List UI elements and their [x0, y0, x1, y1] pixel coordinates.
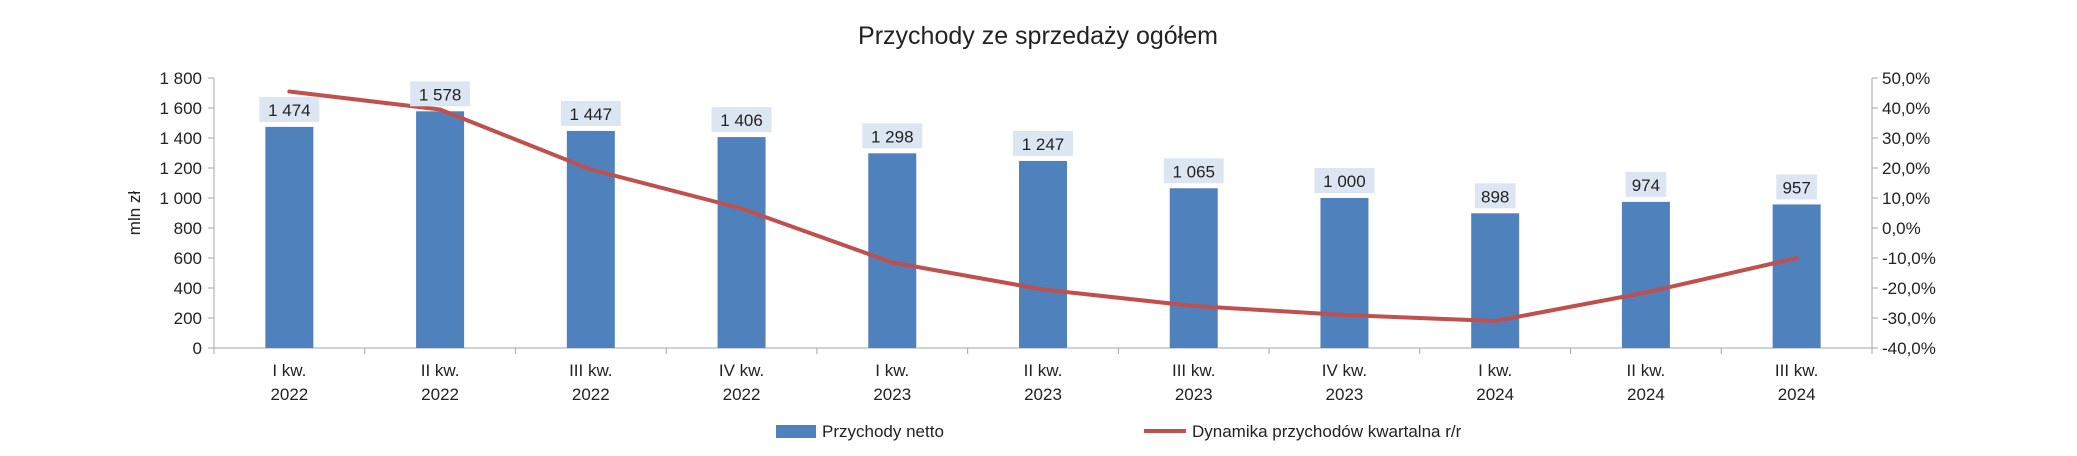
bar — [1772, 204, 1821, 348]
x-tick-label-year: 2023 — [1024, 385, 1062, 404]
y-left-tick-label: 1 600 — [159, 99, 202, 118]
data-label-bg — [259, 96, 320, 122]
x-tick-label-year: 2023 — [1326, 385, 1364, 404]
bar — [1019, 160, 1067, 348]
data-label: 898 — [1481, 187, 1509, 206]
y-right-tick-label: 50,0% — [1882, 69, 1930, 88]
bar — [1169, 188, 1218, 348]
data-label-bg — [1776, 174, 1818, 200]
x-tick-label: IV kw. — [719, 361, 764, 380]
bar — [868, 153, 917, 348]
legend-swatch-bar — [776, 425, 816, 438]
y-left-tick-label: 1 800 — [159, 69, 202, 88]
x-tick-label-year: 2022 — [572, 385, 610, 404]
data-label: 1 474 — [268, 101, 311, 120]
y-right-tick-label: 30,0% — [1882, 129, 1930, 148]
y-right-tick-label: 10,0% — [1882, 189, 1930, 208]
y-right-tick-label: -40,0% — [1882, 339, 1936, 358]
data-label: 1 578 — [419, 85, 462, 104]
x-tick-label: IV kw. — [1322, 361, 1367, 380]
bar — [1320, 198, 1369, 348]
data-label: 974 — [1632, 176, 1660, 195]
y-right-tick-label: -20,0% — [1882, 279, 1936, 298]
data-label: 1 447 — [570, 105, 613, 124]
x-tick-label: II kw. — [1024, 361, 1063, 380]
bar — [566, 130, 615, 348]
x-tick-label: I kw. — [272, 361, 306, 380]
bar — [717, 137, 766, 348]
bar — [416, 111, 465, 348]
data-label-bg — [1474, 183, 1516, 209]
y-right-tick-label: 0,0% — [1882, 219, 1921, 238]
data-label-bg — [1625, 171, 1667, 197]
y-left-tick-label: 400 — [174, 279, 202, 298]
data-label: 1 406 — [720, 111, 763, 130]
x-tick-label-year: 2023 — [873, 385, 911, 404]
bar — [265, 126, 314, 349]
y-left-tick-label: 800 — [174, 219, 202, 238]
x-tick-label: I kw. — [1478, 361, 1512, 380]
legend-label-bar: Przychody netto — [822, 422, 944, 441]
data-label-bg — [862, 123, 923, 149]
y-left-tick-label: 1 000 — [159, 189, 202, 208]
legend-label-line: Dynamika przychodów kwartalna r/r — [1192, 422, 1462, 441]
data-label: 1 065 — [1172, 162, 1215, 181]
x-tick-label: III kw. — [1172, 361, 1215, 380]
x-tick-label-year: 2024 — [1627, 385, 1665, 404]
y-left-tick-label: 0 — [193, 339, 202, 358]
data-label: 1 247 — [1022, 135, 1065, 154]
data-label-bg — [1163, 158, 1224, 184]
y-axis-title: mln zł — [125, 191, 144, 236]
bar — [1621, 201, 1670, 348]
data-label: 957 — [1782, 178, 1810, 197]
x-tick-label: III kw. — [569, 361, 612, 380]
plot-area: 0 200 400 600 800 1 000 1 200 1 400 1 600 1 800 -4… — [159, 69, 1935, 404]
x-tick-label-year: 2023 — [1175, 385, 1213, 404]
x-tick-label: II kw. — [421, 361, 460, 380]
x-tick-label: III kw. — [1775, 361, 1818, 380]
data-label: 1 000 — [1323, 172, 1366, 191]
x-tick-label: II kw. — [1627, 361, 1666, 380]
y-left-tick-label: 600 — [174, 249, 202, 268]
data-label-bg — [711, 107, 772, 133]
y-left-tick-label: 200 — [174, 309, 202, 328]
x-tick-label-year: 2024 — [1778, 385, 1816, 404]
x-tick-label-year: 2022 — [421, 385, 459, 404]
x-tick-label-year: 2022 — [270, 385, 308, 404]
x-tick-label-year: 2022 — [723, 385, 761, 404]
y-right-tick-label: 40,0% — [1882, 99, 1930, 118]
y-right-tick-label: 20,0% — [1882, 159, 1930, 178]
y-right-tick-label: -30,0% — [1882, 309, 1936, 328]
data-label: 1 298 — [871, 127, 914, 146]
data-label-bg — [1013, 130, 1073, 156]
chart-title: Przychody ze sprzedaży ogółem — [858, 22, 1218, 50]
data-label-bg — [410, 81, 471, 107]
y-right-tick-label: -10,0% — [1882, 249, 1936, 268]
data-label-bg — [560, 100, 621, 126]
data-label-bg — [1314, 168, 1375, 193]
x-tick-label: I kw. — [875, 361, 909, 380]
y-left-tick-label: 1 400 — [159, 129, 202, 148]
bar — [1471, 213, 1520, 348]
legend: Przychody netto Dynamika przychodów kwar… — [776, 422, 1462, 441]
y-left-tick-label: 1 200 — [159, 159, 202, 178]
x-tick-label-year: 2024 — [1476, 385, 1514, 404]
